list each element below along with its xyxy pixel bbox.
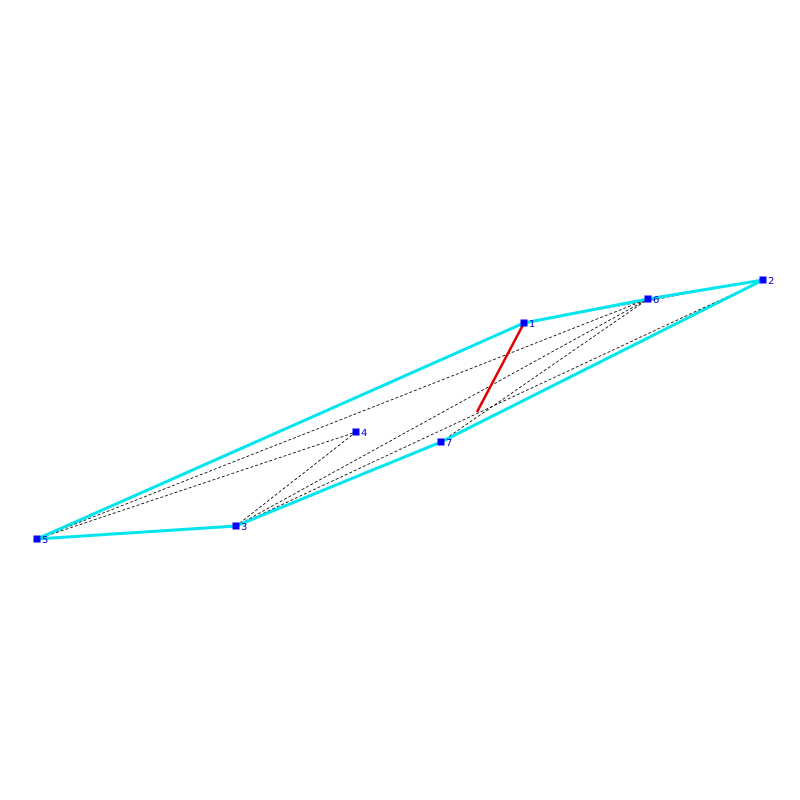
- node-marker: [33, 535, 41, 543]
- node-marker: [520, 319, 528, 327]
- node-marker: [644, 295, 652, 303]
- edge: [235, 298, 649, 527]
- node-marker: [437, 438, 445, 446]
- node-marker: [232, 522, 240, 530]
- edge: [235, 431, 357, 527]
- highlight-edge: [475, 322, 526, 413]
- node-marker: [759, 276, 767, 284]
- node-label: 1: [529, 319, 535, 330]
- node-label: 3: [241, 522, 247, 533]
- node-label: 2: [768, 276, 774, 287]
- edge: [440, 298, 649, 443]
- node-label: 6: [653, 295, 659, 306]
- edge: [36, 298, 649, 540]
- nodes: 1 2 3 4 5 6 7: [33, 276, 774, 546]
- edge: [235, 279, 764, 527]
- node-label: 7: [446, 438, 452, 449]
- edge: [36, 431, 357, 540]
- dashed-edges: [36, 279, 764, 540]
- node-label: 4: [361, 428, 367, 439]
- hull: [36, 278, 764, 541]
- node-label: 5: [42, 535, 48, 546]
- node-marker: [352, 428, 360, 436]
